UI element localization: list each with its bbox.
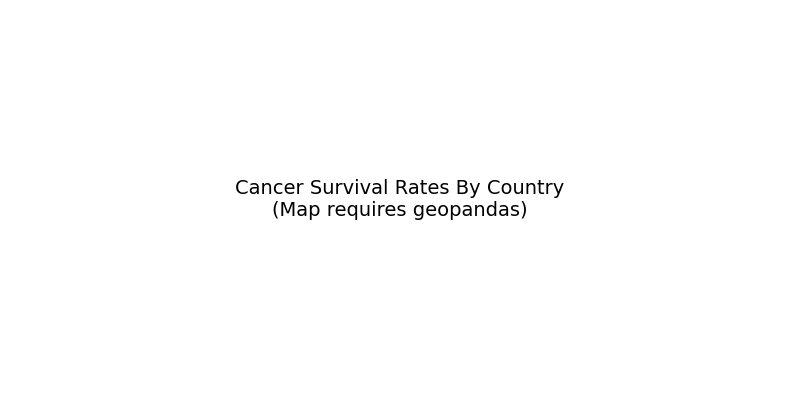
Text: Cancer Survival Rates By Country
(Map requires geopandas): Cancer Survival Rates By Country (Map re… [235, 178, 565, 220]
